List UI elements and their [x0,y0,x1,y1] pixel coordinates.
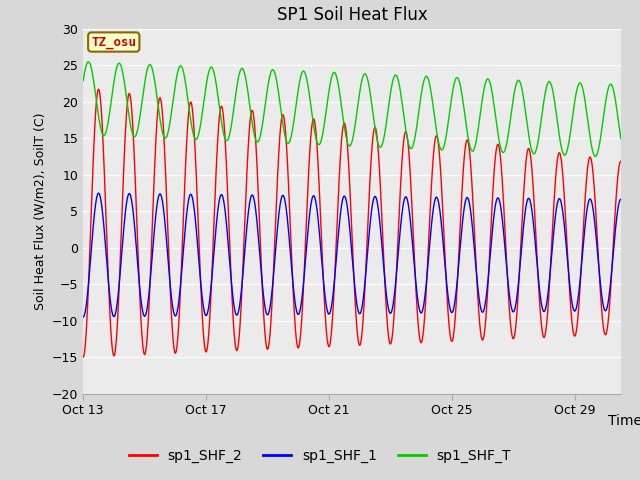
sp1_SHF_2 [79,354,87,360]
Line: sp1_SHF_2: sp1_SHF_2 [83,89,621,357]
sp1_SHF_1 [79,314,87,320]
Text: TZ_osu: TZ_osu [92,36,136,48]
sp1_SHF_T [591,154,599,159]
Y-axis label: Soil Heat Flux (W/m2), SoilT (C): Soil Heat Flux (W/m2), SoilT (C) [33,112,47,310]
Title: SP1 Soil Heat Flux: SP1 Soil Heat Flux [276,6,428,24]
sp1_SHF_T [557,140,564,145]
sp1_SHF_T [277,107,285,112]
sp1_SHF_2 [95,86,102,92]
Line: sp1_SHF_1: sp1_SHF_1 [83,193,621,317]
sp1_SHF_2 [365,193,373,199]
sp1_SHF_1 [157,191,164,197]
sp1_SHF_1 [95,190,102,196]
sp1_SHF_1 [554,201,561,207]
X-axis label: Time: Time [608,414,640,428]
sp1_SHF_T [365,84,373,90]
sp1_SHF_1 [459,216,467,221]
sp1_SHF_2 [459,174,467,180]
sp1_SHF_2 [557,152,564,158]
Line: sp1_SHF_T: sp1_SHF_T [83,62,621,156]
sp1_SHF_1 [557,197,564,203]
sp1_SHF_T [79,78,87,84]
Legend: sp1_SHF_2, sp1_SHF_1, sp1_SHF_T: sp1_SHF_2, sp1_SHF_1, sp1_SHF_T [124,443,516,468]
sp1_SHF_T [157,119,164,125]
sp1_SHF_1 [617,196,625,202]
sp1_SHF_2 [277,122,285,128]
sp1_SHF_2 [157,96,164,101]
sp1_SHF_1 [365,231,373,237]
sp1_SHF_T [554,118,561,123]
sp1_SHF_T [84,59,92,65]
sp1_SHF_1 [277,198,285,204]
sp1_SHF_T [459,98,467,104]
sp1_SHF_2 [554,158,561,164]
sp1_SHF_T [617,136,625,142]
sp1_SHF_2 [617,158,625,164]
